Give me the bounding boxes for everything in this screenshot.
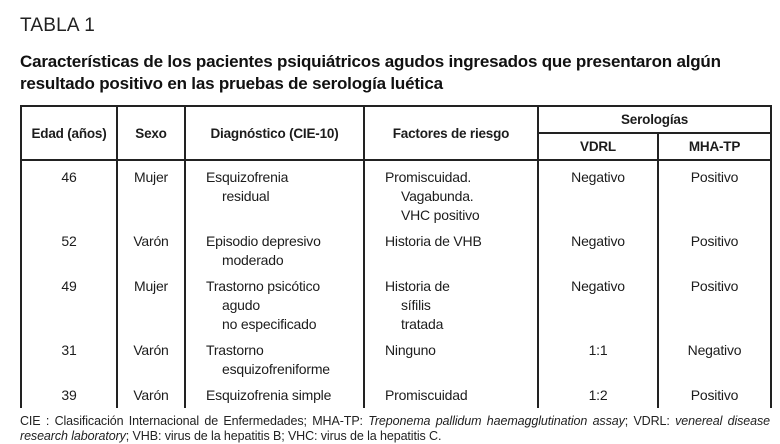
table-header: Edad (años) Sexo Diagnóstico (CIE-10) Fa…	[20, 105, 772, 161]
col-header-serologias: Serologías	[537, 105, 772, 134]
table-row: 31 Varón Trastorno esquizofreniforme Ninguno…	[20, 334, 772, 379]
table-label: TABLA 1	[20, 15, 95, 36]
cell-sexo: Varón	[116, 334, 186, 379]
footnote-segment: ; VHB: virus de la hepatitis B; VHC: vir…	[125, 429, 442, 443]
cell-edad: 49	[20, 270, 118, 334]
cell-vdrl: Negativo	[537, 270, 659, 334]
cell-factores: Promiscuidad. Vagabunda. VHC positivo	[363, 160, 539, 225]
cell-vdrl: Negativo	[537, 160, 659, 225]
cell-mhatp: Positivo	[657, 225, 772, 270]
cell-edad: 46	[20, 160, 118, 225]
cell-sexo: Varón	[116, 379, 186, 408]
cell-mhatp: Positivo	[657, 379, 772, 408]
table-row: 39 Varón Esquizofrenia simple Promiscuidad 1…	[20, 379, 772, 408]
cell-diagnostico: Esquizofrenia residual	[184, 160, 365, 225]
cell-factores: Historia de sífilis tratada	[363, 270, 539, 334]
cell-sexo: Mujer	[116, 160, 186, 225]
cell-edad: 52	[20, 225, 118, 270]
cell-edad: 31	[20, 334, 118, 379]
cell-mhatp: Positivo	[657, 160, 772, 225]
cell-sexo: Mujer	[116, 270, 186, 334]
cell-diagnostico: Trastorno psicótico agudo no especificado	[184, 270, 365, 334]
cell-sexo: Varón	[116, 225, 186, 270]
table-row: 49 Mujer Trastorno psicótico agudo no especi…	[20, 270, 772, 334]
footnote-italic-segment: venereal disease research laboratory	[20, 414, 770, 443]
cell-edad: 39	[20, 379, 118, 408]
cell-mhatp: Positivo	[657, 270, 772, 334]
cell-diagnostico: Esquizofrenia simple	[184, 379, 365, 408]
table-body: 46 Mujer Esquizofrenia residual Promiscuidad…	[20, 160, 772, 408]
col-header-sexo: Sexo	[116, 105, 186, 161]
footnote-italic-segment: Treponema pallidum haemagglutination ass…	[368, 414, 625, 428]
patients-table: Edad (años) Sexo Diagnóstico (CIE-10) Fa…	[20, 105, 772, 408]
footnote: CIE : Clasificación Internacional de Enf…	[20, 414, 770, 444]
cell-vdrl: Negativo	[537, 225, 659, 270]
cell-mhatp: Negativo	[657, 334, 772, 379]
col-header-mhatp: MHA-TP	[657, 132, 772, 161]
cell-diagnostico: Episodio depresivo moderado	[184, 225, 365, 270]
table-row: 46 Mujer Esquizofrenia residual Promiscuidad…	[20, 160, 772, 225]
cell-diagnostico: Trastorno esquizofreniforme	[184, 334, 365, 379]
table-title: Características de los pacientes psiquiá…	[20, 52, 721, 93]
footnote-segment: CIE : Clasificación Internacional de Enf…	[20, 414, 369, 428]
table-row: 52 Varón Episodio depresivo moderado Histori…	[20, 225, 772, 270]
cell-vdrl: 1:2	[537, 379, 659, 408]
cell-factores: Promiscuidad	[363, 379, 539, 408]
col-header-factores: Factores de riesgo	[363, 105, 539, 161]
cell-factores: Ninguno	[363, 334, 539, 379]
cell-vdrl: 1:1	[537, 334, 659, 379]
cell-factores: Historia de VHB	[363, 225, 539, 270]
col-header-edad: Edad (años)	[20, 105, 118, 161]
col-header-vdrl: VDRL	[537, 132, 659, 161]
col-header-diagnostico: Diagnóstico (CIE-10)	[184, 105, 365, 161]
footnote-segment: ; VDRL:	[624, 414, 676, 428]
